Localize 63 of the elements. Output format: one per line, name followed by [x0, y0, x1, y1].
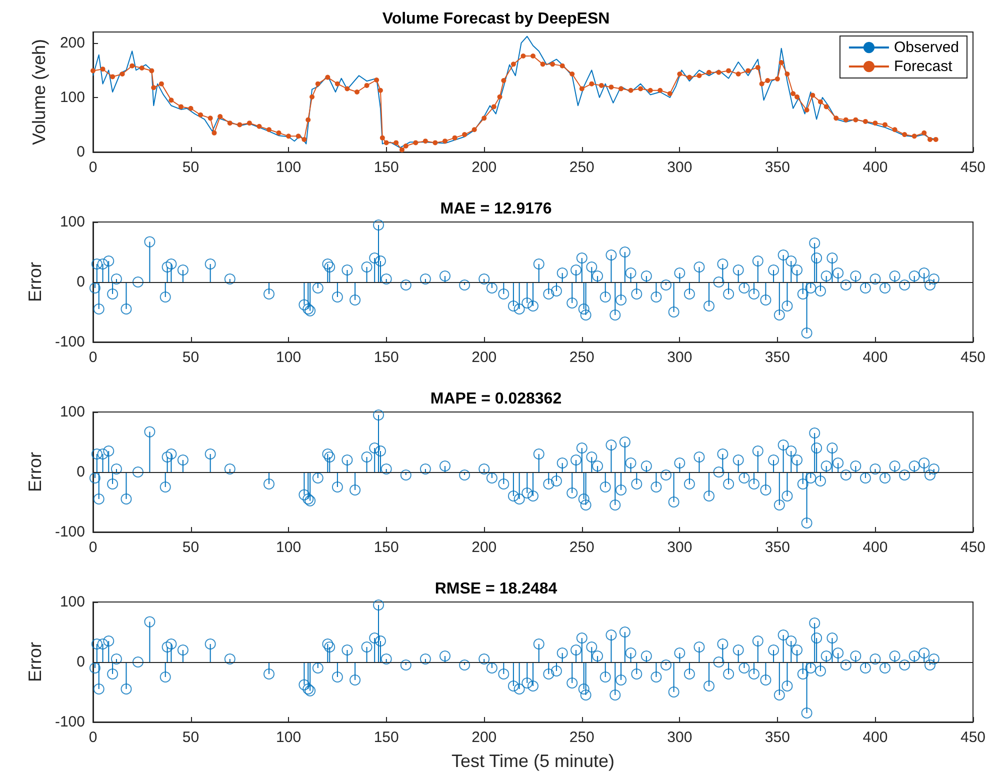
x-tick-label: 300: [667, 539, 692, 556]
x-tick-label: 300: [667, 349, 692, 366]
y-tick-label: -100: [54, 714, 85, 730]
x-tick-label: 100: [276, 159, 302, 176]
x-tick-label: 50: [182, 159, 200, 176]
x-tick-label: 250: [569, 349, 594, 366]
x-tick-label: 150: [374, 349, 399, 366]
x-tick-label: 300: [667, 159, 692, 176]
x-tick-label: 150: [374, 539, 399, 556]
x-tick-label: 350: [764, 349, 790, 366]
chart-title: RMSE = 18.2484: [434, 580, 558, 598]
x-tick-label: 250: [569, 539, 594, 556]
y-tick-label: 100: [60, 214, 85, 230]
x-tick-label: 450: [960, 539, 986, 556]
x-axis-title: Test Time (5 minute): [451, 751, 615, 771]
x-tick-label: 350: [764, 729, 790, 746]
x-tick-label: 250: [569, 729, 594, 746]
x-tick-label: 0: [88, 539, 98, 556]
y-tick-label: 100: [60, 88, 85, 106]
y-axis-title: Error: [25, 452, 46, 492]
x-tick-label: 250: [569, 159, 594, 176]
y-axis-title: Error: [25, 262, 46, 302]
chart-title: MAE = 12.9176: [440, 200, 552, 218]
y-tick-label: -100: [54, 524, 85, 540]
y-axis-title: Error: [25, 642, 46, 682]
x-tick-label: 350: [764, 159, 790, 176]
x-tick-label: 200: [472, 729, 497, 746]
y-tick-label: -100: [54, 334, 85, 350]
x-tick-label: 200: [472, 349, 497, 366]
y-tick-label: 200: [60, 34, 85, 52]
x-tick-label: 150: [374, 159, 399, 176]
x-tick-label: 200: [472, 539, 497, 556]
x-tick-label: 400: [862, 729, 888, 746]
x-tick-label: 400: [862, 159, 888, 176]
x-tick-label: 0: [88, 729, 98, 746]
x-tick-label: 450: [960, 349, 986, 366]
x-tick-label: 450: [960, 729, 986, 746]
y-tick-label: 100: [60, 404, 85, 420]
y-tick-label: 0: [76, 274, 85, 290]
x-tick-label: 50: [182, 539, 200, 556]
x-tick-label: 300: [667, 729, 692, 746]
x-tick-label: 150: [374, 729, 399, 746]
x-tick-label: 50: [182, 729, 200, 746]
x-tick-label: 400: [862, 349, 888, 366]
x-tick-label: 350: [764, 539, 790, 556]
chart-title: Volume Forecast by DeepESN: [382, 10, 610, 28]
x-tick-label: 200: [472, 159, 497, 176]
x-tick-label: 100: [276, 729, 302, 746]
x-tick-label: 0: [88, 159, 98, 176]
y-axis-title: Volume (veh): [29, 38, 49, 146]
x-tick-label: 100: [276, 539, 302, 556]
chart-title: MAPE = 0.028362: [430, 390, 562, 408]
x-tick-label: 400: [862, 539, 888, 556]
x-tick-label: 100: [276, 349, 302, 366]
y-tick-label: 0: [76, 464, 85, 480]
y-tick-label: 0: [76, 654, 85, 670]
y-tick-label: 100: [60, 594, 85, 610]
x-tick-label: 0: [88, 349, 98, 366]
legend-label: Forecast: [894, 58, 954, 75]
x-tick-label: 450: [960, 159, 986, 176]
x-tick-label: 50: [182, 349, 200, 366]
y-tick-label: 0: [76, 144, 85, 160]
legend-label: Observed: [894, 39, 960, 56]
